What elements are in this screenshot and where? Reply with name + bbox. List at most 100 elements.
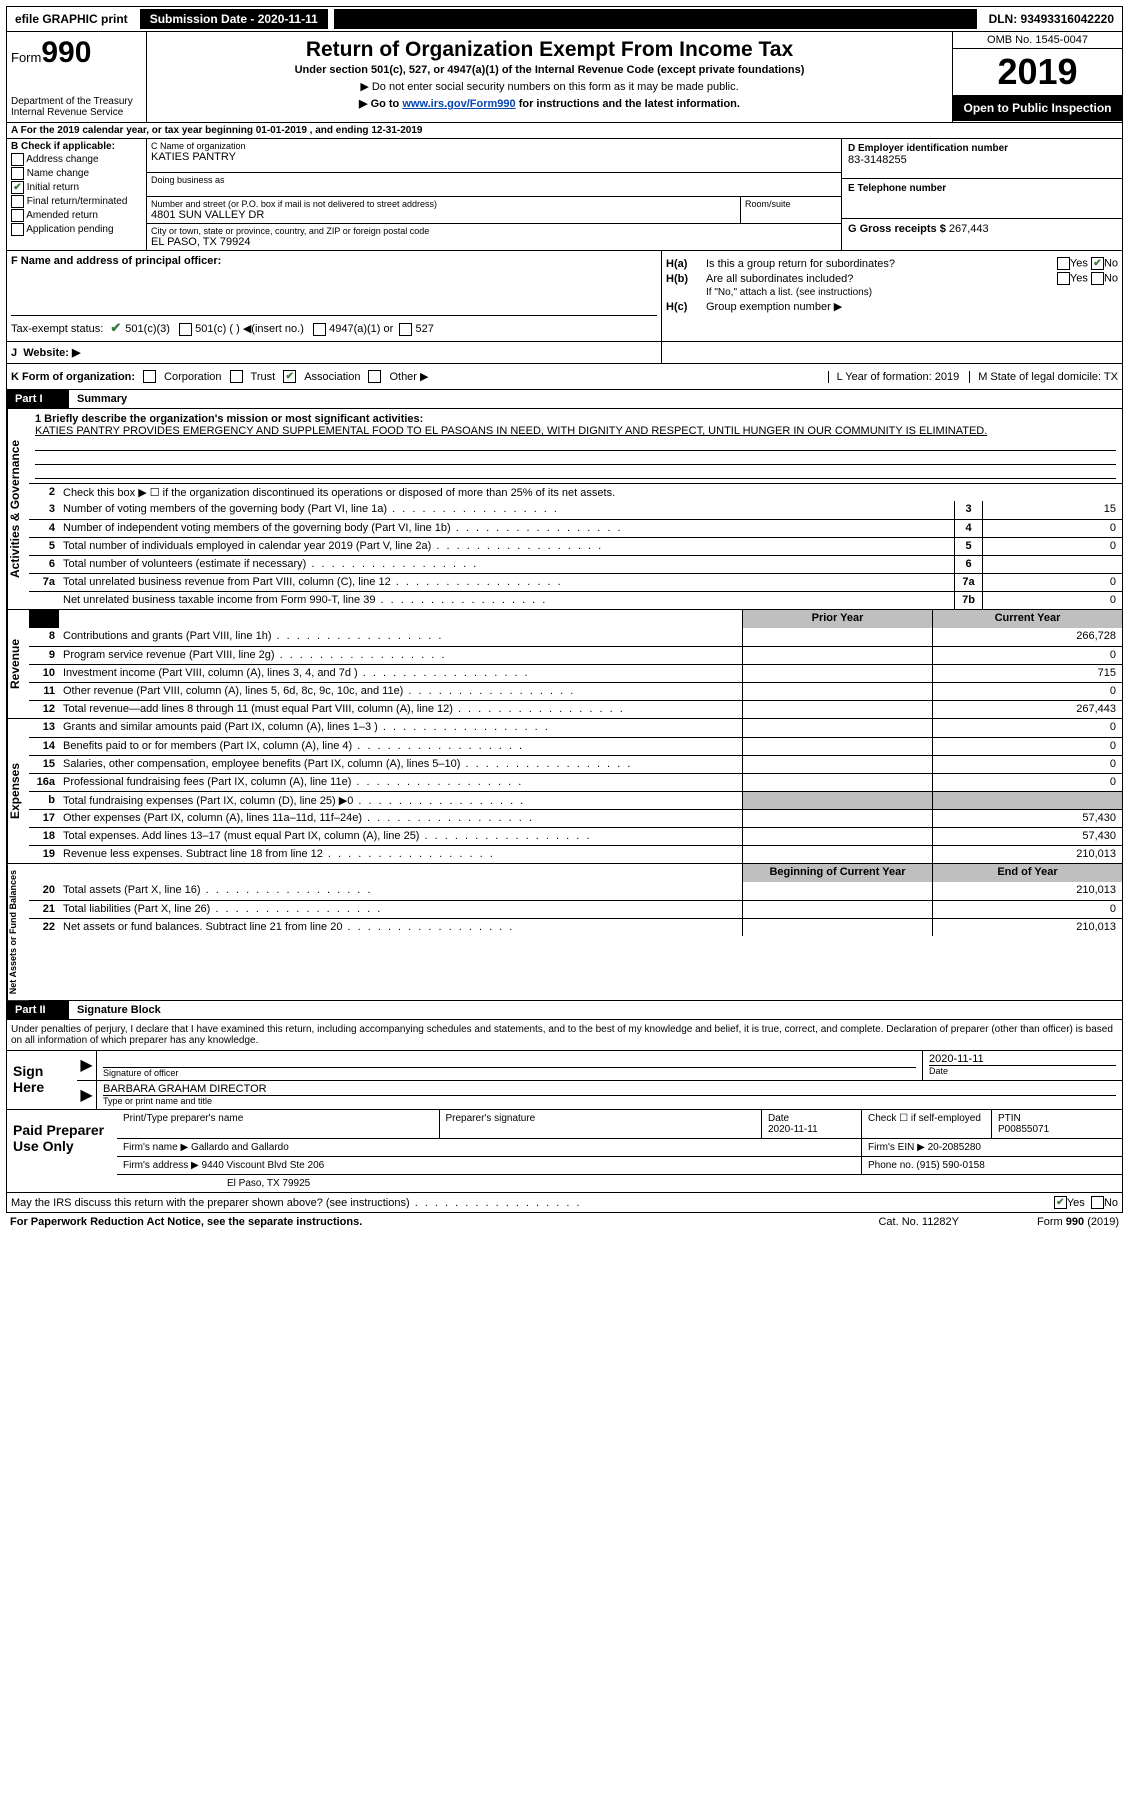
table-row: 19Revenue less expenses. Subtract line 1… — [29, 845, 1122, 863]
ha-text: Is this a group return for subordinates? — [706, 258, 895, 270]
cb-501c3[interactable]: 501(c)(3) — [125, 323, 170, 335]
table-row: 6Total number of volunteers (estimate if… — [29, 555, 1122, 573]
table-row: 5Total number of individuals employed in… — [29, 537, 1122, 555]
box-c: C Name of organization KATIES PANTRY Doi… — [147, 139, 842, 250]
part1-title: Summary — [69, 390, 135, 408]
cb-trust[interactable] — [230, 370, 243, 383]
type-print-label: Type or print name and title — [103, 1095, 1116, 1106]
form-number: Form990 — [11, 36, 142, 70]
table-row: 22Net assets or fund balances. Subtract … — [29, 918, 1122, 936]
cb-final-return[interactable]: Final return/terminated — [11, 195, 142, 208]
tax-status-label: Tax-exempt status: — [11, 323, 103, 335]
firm-addr2: El Paso, TX 79925 — [117, 1175, 1122, 1192]
table-row: 10Investment income (Part VIII, column (… — [29, 664, 1122, 682]
cb-name-change[interactable]: Name change — [11, 167, 142, 180]
sign-here-label: Sign Here — [7, 1051, 77, 1109]
topbar-fill — [334, 9, 977, 29]
cb-corp[interactable] — [143, 370, 156, 383]
table-row: 4Number of independent voting members of… — [29, 519, 1122, 537]
sign-date: 2020-11-11 — [929, 1053, 1116, 1065]
website-label: Website: ▶ — [23, 347, 80, 359]
cb-initial-return[interactable]: Initial return — [11, 181, 142, 194]
cb-app-pending[interactable]: Application pending — [11, 223, 142, 236]
cb-4947[interactable]: 4947(a)(1) or — [329, 323, 393, 335]
firm-addr1: 9440 Viscount Blvd Ste 206 — [202, 1160, 325, 1171]
hc-label: H(c) — [666, 301, 700, 313]
table-row: 13Grants and similar amounts paid (Part … — [29, 719, 1122, 737]
table-row: 11Other revenue (Part VIII, column (A), … — [29, 682, 1122, 700]
officer-label: F Name and address of principal officer: — [11, 255, 221, 267]
hb-yes[interactable] — [1057, 272, 1070, 285]
box-b: B Check if applicable: Address change Na… — [7, 139, 147, 250]
firm-name: Gallardo and Gallardo — [191, 1142, 289, 1153]
website-row: J Website: ▶ — [6, 342, 1123, 364]
info-block: B Check if applicable: Address change Na… — [6, 139, 1123, 251]
table-row: Net unrelated business taxable income fr… — [29, 591, 1122, 609]
discuss-text: May the IRS discuss this return with the… — [11, 1197, 582, 1209]
form-org-label: K Form of organization: — [11, 371, 135, 383]
col-prior-year: Prior Year — [742, 610, 932, 628]
form-title: Return of Organization Exempt From Incom… — [151, 38, 948, 62]
part1-bar: Part I Summary — [6, 390, 1123, 409]
date-label: Date — [929, 1065, 1116, 1076]
line1-label: 1 Briefly describe the organization's mi… — [35, 413, 423, 425]
state-domicile: M State of legal domicile: TX — [969, 371, 1118, 383]
sign-block: Sign Here ▶ Signature of officer 2020-11… — [6, 1051, 1123, 1110]
gross-receipts-label: G Gross receipts $ — [848, 223, 946, 235]
table-row: 3Number of voting members of the governi… — [29, 501, 1122, 519]
expenses-section: Expenses 13Grants and similar amounts pa… — [6, 719, 1123, 864]
table-row: bTotal fundraising expenses (Part IX, co… — [29, 791, 1122, 809]
ptin-value: P00855071 — [998, 1124, 1049, 1135]
cb-527[interactable]: 527 — [416, 323, 434, 335]
self-employed-check[interactable]: Check ☐ if self-employed — [862, 1110, 992, 1138]
declaration-text: Under penalties of perjury, I declare th… — [6, 1020, 1123, 1051]
cb-assoc[interactable] — [283, 370, 296, 383]
dept-label: Department of the Treasury Internal Reve… — [11, 96, 142, 118]
part1-label: Part I — [7, 390, 69, 408]
submission-date: Submission Date - 2020-11-11 — [140, 9, 328, 29]
side-tab-ag: Activities & Governance — [7, 409, 29, 609]
city-state-zip: EL PASO, TX 79924 — [151, 236, 837, 248]
side-tab-expenses: Expenses — [7, 719, 29, 863]
room-suite-label: Room/suite — [741, 197, 841, 223]
cb-other[interactable] — [368, 370, 381, 383]
ha-yes[interactable] — [1057, 257, 1070, 270]
discuss-row: May the IRS discuss this return with the… — [6, 1193, 1123, 1213]
mission-text: KATIES PANTRY PROVIDES EMERGENCY AND SUP… — [35, 425, 1116, 437]
cb-amended[interactable]: Amended return — [11, 209, 142, 222]
table-row: 18Total expenses. Add lines 13–17 (must … — [29, 827, 1122, 845]
officer-name-title: BARBARA GRAHAM DIRECTOR — [103, 1083, 1116, 1095]
cb-501c[interactable]: 501(c) ( ) ◀(insert no.) — [195, 323, 304, 335]
revenue-section: Revenue b Prior Year Current Year 8Contr… — [6, 610, 1123, 719]
table-row: 17Other expenses (Part IX, column (A), l… — [29, 809, 1122, 827]
col-begin-year: Beginning of Current Year — [742, 864, 932, 882]
net-assets-section: Net Assets or Fund Balances Beginning of… — [6, 864, 1123, 1001]
hb-label: H(b) — [666, 273, 700, 285]
cb-addr-change[interactable]: Address change — [11, 153, 142, 166]
side-tab-revenue: Revenue — [7, 610, 29, 718]
discuss-no[interactable] — [1091, 1196, 1104, 1209]
table-row: 12Total revenue—add lines 8 through 11 (… — [29, 700, 1122, 718]
omb-number: OMB No. 1545-0047 — [953, 32, 1122, 49]
table-row: 15Salaries, other compensation, employee… — [29, 755, 1122, 773]
box-d: D Employer identification number 83-3148… — [842, 139, 1122, 250]
discuss-yes[interactable] — [1054, 1196, 1067, 1209]
firm-ein: 20-2085280 — [928, 1142, 981, 1153]
ein-label: D Employer identification number — [848, 143, 1116, 154]
part2-bar: Part II Signature Block — [6, 1001, 1123, 1020]
hb-no[interactable] — [1091, 272, 1104, 285]
table-row: 21Total liabilities (Part X, line 26)0 — [29, 900, 1122, 918]
prep-date: 2020-11-11 — [768, 1124, 818, 1135]
note-instructions: ▶ Go to www.irs.gov/Form990 for instruct… — [151, 97, 948, 110]
street-address: 4801 SUN VALLEY DR — [151, 209, 736, 221]
part2-title: Signature Block — [69, 1001, 169, 1019]
firm-phone: (915) 590-0158 — [916, 1160, 984, 1171]
instructions-link[interactable]: www.irs.gov/Form990 — [402, 98, 515, 110]
ein-value: 83-3148255 — [848, 154, 1116, 166]
ha-no[interactable] — [1091, 257, 1104, 270]
preparer-block: Paid Preparer Use Only Print/Type prepar… — [6, 1110, 1123, 1193]
open-to-public: Open to Public Inspection — [953, 95, 1122, 121]
print-preparer-label: Print/Type preparer's name — [117, 1110, 440, 1138]
table-row: 9Program service revenue (Part VIII, lin… — [29, 646, 1122, 664]
hb-text: Are all subordinates included? — [706, 273, 853, 285]
